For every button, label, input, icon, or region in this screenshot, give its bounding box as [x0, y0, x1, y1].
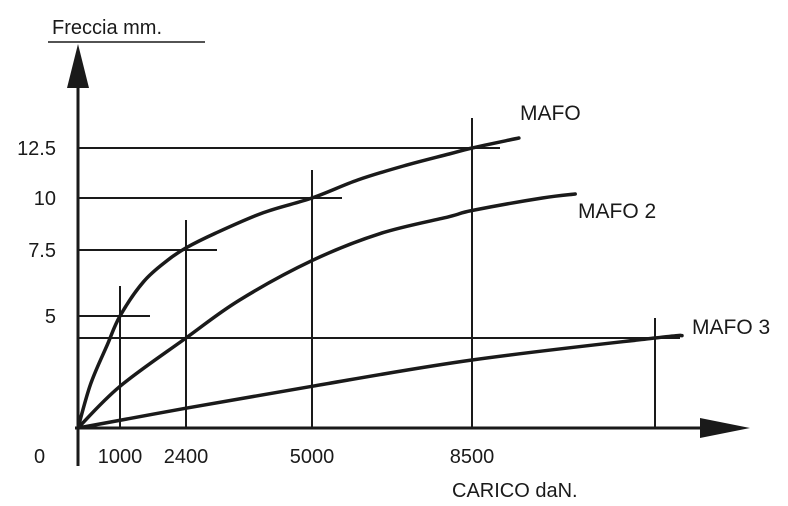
- y-tick-label: 7.5: [28, 240, 56, 262]
- labels: Freccia mm. CARICO daN. 0 1000 2400 5000 85…: [17, 17, 770, 502]
- reference-lines: [78, 118, 680, 428]
- series-label-mafo-3: MAFO 3: [692, 316, 770, 339]
- y-tick-label: 5: [45, 306, 56, 328]
- series-label-mafo: MAFO: [520, 102, 581, 125]
- y-tick-label: 10: [34, 188, 56, 210]
- x-axis-arrow: [700, 418, 750, 438]
- series-label-mafo-2: MAFO 2: [578, 200, 656, 223]
- series-line-mafo: [76, 136, 521, 430]
- series-line-mafo-3: [76, 333, 684, 430]
- x-tick-label: 8500: [450, 446, 495, 468]
- y-axis-label: Freccia mm.: [52, 17, 162, 39]
- x-tick-label: 1000: [98, 446, 143, 468]
- x-tick-label: 2400: [164, 446, 209, 468]
- series: [76, 136, 684, 430]
- axes: [48, 41, 750, 466]
- origin-label: 0: [34, 446, 45, 468]
- y-tick-label: 12.5: [17, 138, 56, 160]
- x-tick-label: 5000: [290, 446, 335, 468]
- x-axis-label: CARICO daN.: [452, 480, 578, 502]
- y-axis-arrow: [67, 44, 89, 88]
- series-line-mafo-2: [76, 192, 577, 430]
